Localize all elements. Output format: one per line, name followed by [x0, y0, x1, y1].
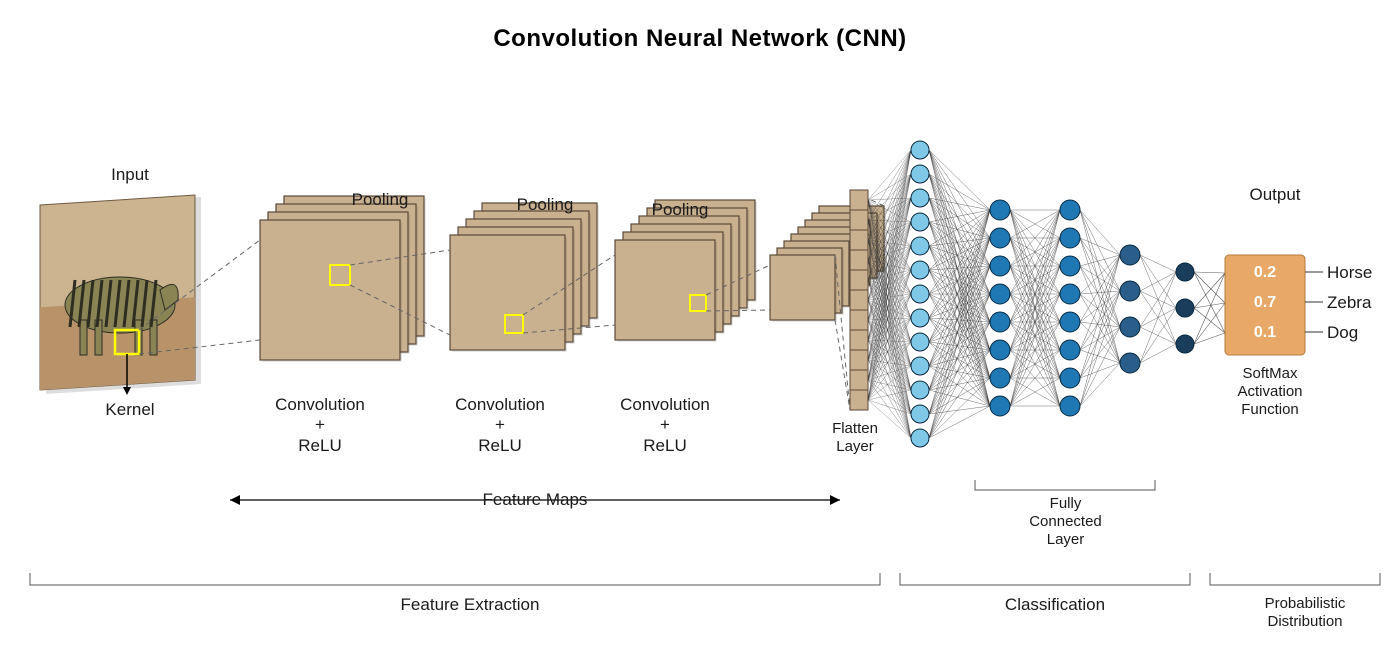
output-label: Output: [1235, 185, 1315, 205]
pooling-label-1: Pooling: [340, 190, 420, 210]
output-class-horse: Horse: [1327, 263, 1372, 283]
kernel-label: Kernel: [95, 400, 165, 420]
feature-extraction-label: Feature Extraction: [370, 595, 570, 615]
feature-maps-label: Feature Maps: [445, 490, 625, 510]
conv-relu-1: Convolution + ReLU: [260, 395, 380, 456]
softmax-label: SoftMax Activation Function: [1225, 365, 1315, 419]
svg-text:0.1: 0.1: [1254, 324, 1276, 341]
fully-connected-label: Fully Connected Layer: [1008, 495, 1123, 549]
pooling-label-2: Pooling: [505, 195, 585, 215]
prob-dist-label: Probabilistic Distribution: [1250, 595, 1360, 631]
classification-label: Classification: [995, 595, 1115, 615]
cnn-diagram: 0.2 0.7 0.1: [0, 0, 1400, 658]
svg-text:0.2: 0.2: [1254, 264, 1276, 281]
conv-relu-3: Convolution + ReLU: [605, 395, 725, 456]
flatten-label: Flatten Layer: [815, 420, 895, 456]
conv-relu-2: Convolution + ReLU: [440, 395, 560, 456]
diagram-title: Convolution Neural Network (CNN): [493, 25, 906, 53]
svg-text:0.7: 0.7: [1254, 294, 1276, 311]
output-class-dog: Dog: [1327, 323, 1358, 343]
output-class-zebra: Zebra: [1327, 293, 1371, 313]
input-label: Input: [85, 165, 175, 185]
pooling-label-3: Pooling: [640, 200, 720, 220]
